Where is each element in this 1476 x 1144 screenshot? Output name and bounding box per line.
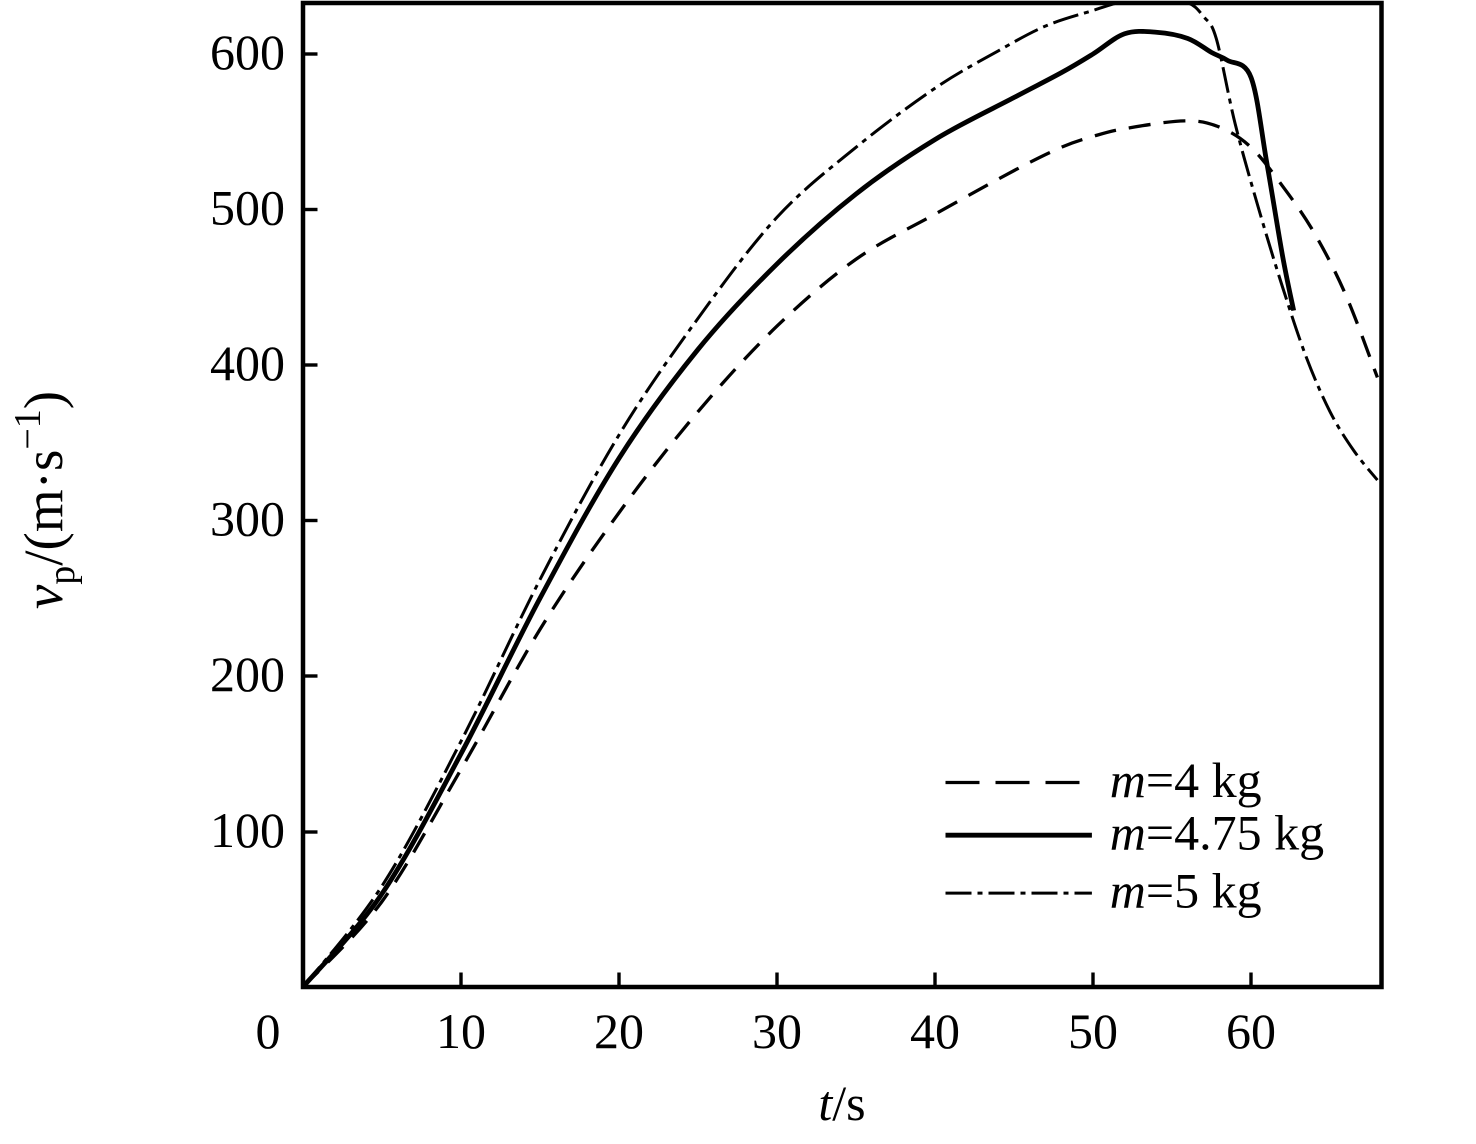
svg-text:100: 100 [210, 802, 285, 858]
svg-text:40: 40 [910, 1003, 960, 1059]
svg-text:m=5 kg: m=5 kg [1110, 863, 1262, 919]
svg-text:500: 500 [210, 180, 285, 236]
svg-text:600: 600 [210, 24, 285, 80]
svg-text:60: 60 [1226, 1003, 1276, 1059]
svg-text:vp/(m·s−1): vp/(m·s−1) [7, 391, 83, 609]
svg-text:0: 0 [256, 1003, 281, 1059]
svg-text:200: 200 [210, 646, 285, 702]
svg-text:20: 20 [594, 1003, 644, 1059]
svg-text:50: 50 [1068, 1003, 1118, 1059]
svg-text:m=4 kg: m=4 kg [1110, 752, 1262, 808]
svg-text:t/s: t/s [818, 1075, 865, 1131]
svg-text:300: 300 [210, 491, 285, 547]
svg-text:10: 10 [436, 1003, 486, 1059]
svg-text:m=4.75 kg: m=4.75 kg [1110, 805, 1324, 861]
svg-text:30: 30 [752, 1003, 802, 1059]
svg-text:400: 400 [210, 335, 285, 391]
